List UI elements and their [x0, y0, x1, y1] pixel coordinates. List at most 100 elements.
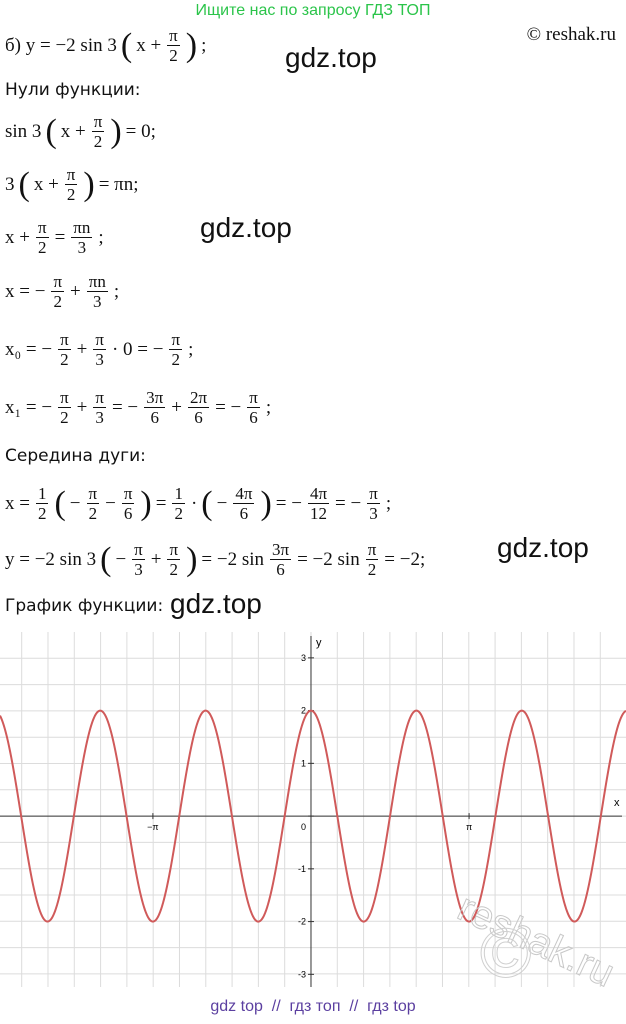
math-line: График функции:: [3, 596, 165, 616]
numerator: 1: [172, 484, 185, 504]
y-tick-label: -3: [298, 969, 306, 979]
watermark: gdz.top: [170, 588, 262, 619]
math-token: +: [70, 280, 81, 302]
numerator: π: [58, 388, 71, 408]
y-tick-label: 0: [301, 822, 306, 832]
math-token: = −2 sin: [201, 548, 264, 570]
math-token: График функции:: [5, 596, 164, 616]
math-token: x₀ = −: [5, 338, 53, 360]
math-token: (: [100, 540, 112, 578]
denominator: 2: [93, 132, 103, 151]
numerator: π: [167, 540, 181, 560]
numerator: π: [132, 540, 145, 560]
math-token: −: [216, 492, 228, 514]
math-token: ): [185, 26, 198, 64]
math-token: = −: [335, 492, 362, 514]
numerator: π: [93, 330, 106, 350]
math-token: ;: [265, 396, 272, 418]
math-token: x +: [136, 34, 162, 56]
numerator: π: [365, 540, 379, 560]
math-token: (: [54, 484, 66, 522]
math-token: +: [171, 396, 182, 418]
numerator: πn: [71, 218, 93, 238]
denominator: 3: [95, 350, 104, 369]
fraction: 3π 6: [142, 388, 167, 427]
math-token: ): [140, 484, 152, 522]
numerator: πn: [86, 272, 108, 292]
math-token: (: [201, 484, 213, 522]
numerator: 4π: [307, 484, 330, 504]
math-line: sin 3(x + π 2) = 0;: [3, 112, 158, 151]
numerator: π: [86, 484, 100, 504]
denominator: 2: [169, 46, 178, 65]
math-token: Нули функции:: [5, 80, 141, 100]
math-line: x + π 2 = πn 3;: [3, 218, 106, 257]
denominator: 6: [150, 408, 159, 427]
numerator: π: [58, 330, 71, 350]
math-token: ;: [188, 338, 194, 360]
math-token: = −: [111, 396, 139, 418]
fraction: πn 3: [69, 218, 94, 257]
numerator: 4π: [233, 484, 255, 504]
math-token: +: [76, 338, 88, 360]
numerator: π: [169, 330, 183, 350]
math-line: x₀ = − π 2 + π 3 · 0 = − π 2;: [3, 330, 195, 369]
denominator: 6: [123, 504, 133, 523]
copyright: © reshak.ru: [526, 24, 616, 45]
math-token: = −2 sin: [297, 548, 360, 570]
fraction: πn 3: [85, 272, 110, 311]
watermark: gdz.top: [497, 532, 589, 563]
numerator: 2π: [187, 388, 210, 408]
denominator: 6: [276, 560, 285, 579]
math-token: x +: [33, 173, 59, 195]
math-token: · 0 = −: [111, 338, 164, 360]
banner: Ищите нас по запросу ГДЗ ТОП: [195, 2, 431, 19]
math-token: =: [155, 492, 167, 514]
denominator: 2: [38, 238, 47, 257]
watermark: reshak.ru: [451, 885, 621, 987]
math-token: ;: [113, 280, 120, 302]
denominator: 2: [60, 350, 69, 369]
math-token: ;: [201, 34, 207, 56]
denominator: 2: [60, 408, 69, 427]
denominator: 6: [239, 504, 249, 523]
math-token: x =: [5, 492, 30, 514]
denominator: 3: [369, 504, 378, 523]
numerator: π: [51, 272, 65, 292]
math-token: ): [83, 165, 95, 203]
numerator: 3π: [144, 388, 166, 408]
denominator: 3: [134, 560, 143, 579]
math-token: = −: [275, 492, 302, 514]
math-token: −: [69, 492, 81, 514]
y-axis-label: y: [316, 637, 322, 649]
math-line: Середина дуги:: [3, 446, 148, 466]
math-token: (: [120, 26, 133, 64]
denominator: 2: [37, 504, 47, 523]
denominator: 6: [194, 408, 203, 427]
y-tick-label: 3: [301, 653, 306, 663]
fraction: 4π 12: [306, 484, 331, 523]
denominator: 3: [77, 238, 87, 257]
math-token: x₁ = −: [5, 396, 53, 418]
denominator: 12: [310, 504, 327, 523]
math-token: (: [18, 165, 30, 203]
numerator: π: [247, 388, 260, 408]
x-tick-label: π: [466, 822, 472, 832]
y-tick-label: 2: [301, 706, 306, 716]
